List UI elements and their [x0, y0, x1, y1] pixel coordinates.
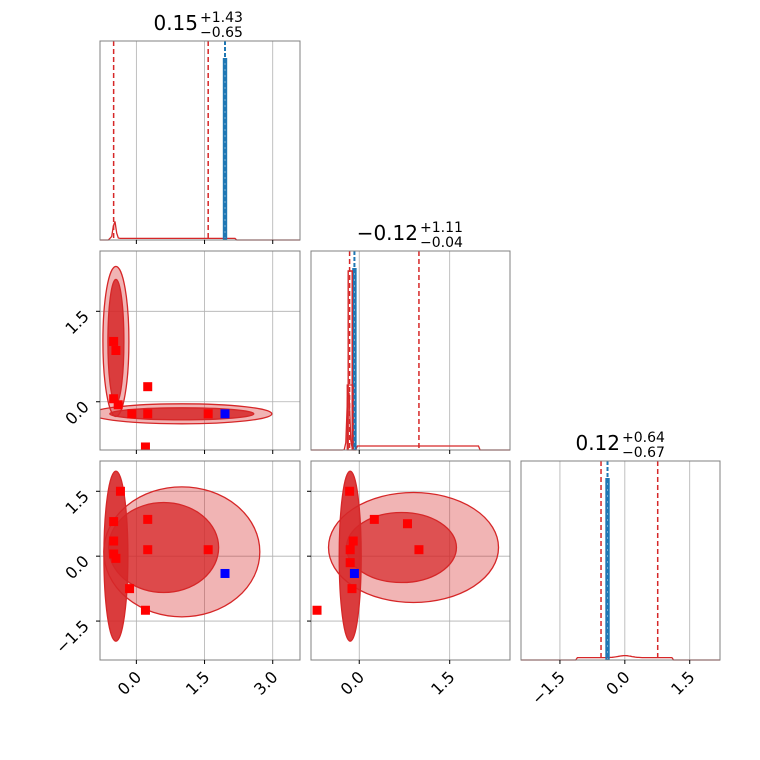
x-tick-label: 1.5 [427, 667, 458, 698]
plot-panels: 0.0 1.5 3.0 0.0 1.5 −1.5 0.0 1.5 0.0 1.5 −1.5 0.0 1.… [52, 40, 721, 708]
red-point [127, 409, 137, 419]
density-group [311, 461, 510, 660]
posterior-histogram [311, 392, 510, 451]
panel-frame [99, 460, 301, 661]
panel-frame [99, 250, 301, 451]
title-1-median: 0.15 [153, 11, 198, 35]
x-tick-label: 0.0 [337, 667, 368, 698]
posterior-histogram [521, 654, 720, 661]
x-tick-label: 1.5 [182, 667, 213, 698]
red-point [369, 514, 379, 524]
red-point [109, 336, 119, 346]
density-group [100, 461, 300, 660]
title-param-3: 0.12 +0.64 −0.67 [575, 430, 665, 461]
red-point [203, 545, 213, 555]
title-3-plus: +0.64 [622, 430, 665, 446]
red-point [143, 382, 153, 392]
red-point [345, 545, 355, 555]
red-point [140, 605, 150, 615]
red-point [402, 519, 412, 529]
red-point [203, 409, 213, 419]
title-2-minus: −0.04 [420, 235, 463, 251]
blue-point [349, 568, 359, 578]
y-tick-label: −1.5 [52, 616, 93, 657]
panel-p2_p0 [96, 460, 301, 664]
title-3-median: 0.12 [575, 431, 620, 455]
blue-point [220, 409, 230, 419]
panel-frame [310, 250, 511, 451]
y-tick-label: 1.5 [61, 487, 92, 518]
red-point [125, 584, 135, 594]
x-tick-label: 0.0 [114, 667, 145, 698]
red-point [109, 517, 119, 527]
panel-frame [520, 460, 721, 661]
panel-p1_p0 [96, 250, 301, 454]
red-point [414, 545, 424, 555]
title-2-plus: +1.11 [420, 220, 463, 236]
red-point [111, 346, 121, 355]
panel-frame [310, 460, 511, 661]
y-tick-label: 0.0 [61, 552, 92, 583]
red-point [113, 400, 123, 410]
red-point [143, 545, 153, 555]
blue-point [220, 568, 230, 578]
red-point [347, 584, 357, 594]
red-point [109, 394, 119, 404]
red-point [109, 536, 119, 546]
density-group [100, 251, 300, 450]
diag-panel-2 [310, 250, 511, 454]
y-tick-label: 1.5 [61, 307, 92, 338]
x-tick-label: −1.5 [528, 667, 569, 708]
title-param-1: 0.15 +1.43 −0.65 [153, 10, 242, 41]
red-point [345, 558, 355, 568]
title-param-2: −0.12 +1.11 −0.04 [357, 220, 463, 251]
red-point [345, 486, 355, 496]
red-point [115, 486, 125, 496]
diag-panel-1 [99, 40, 301, 244]
x-tick-label: 3.0 [250, 667, 281, 698]
posterior-histogram [100, 221, 300, 241]
red-point [111, 553, 121, 563]
red-point [312, 605, 322, 615]
title-3-minus: −0.67 [622, 445, 665, 461]
panel-p2_p1 [307, 460, 511, 664]
x-tick-label: 1.5 [667, 667, 698, 698]
panel-frame [99, 40, 301, 241]
density-core [338, 470, 362, 642]
density-inner [345, 511, 458, 584]
diag-panel-3 [520, 460, 721, 664]
title-1-minus: −0.65 [200, 25, 243, 41]
red-point [348, 536, 358, 546]
red-point [143, 514, 153, 524]
title-2-median: −0.12 [357, 221, 418, 245]
title-1-plus: +1.43 [200, 10, 243, 26]
y-tick-label: 0.0 [61, 397, 92, 428]
red-point [143, 409, 153, 419]
red-point [140, 442, 150, 450]
x-tick-label: 0.0 [602, 667, 633, 698]
